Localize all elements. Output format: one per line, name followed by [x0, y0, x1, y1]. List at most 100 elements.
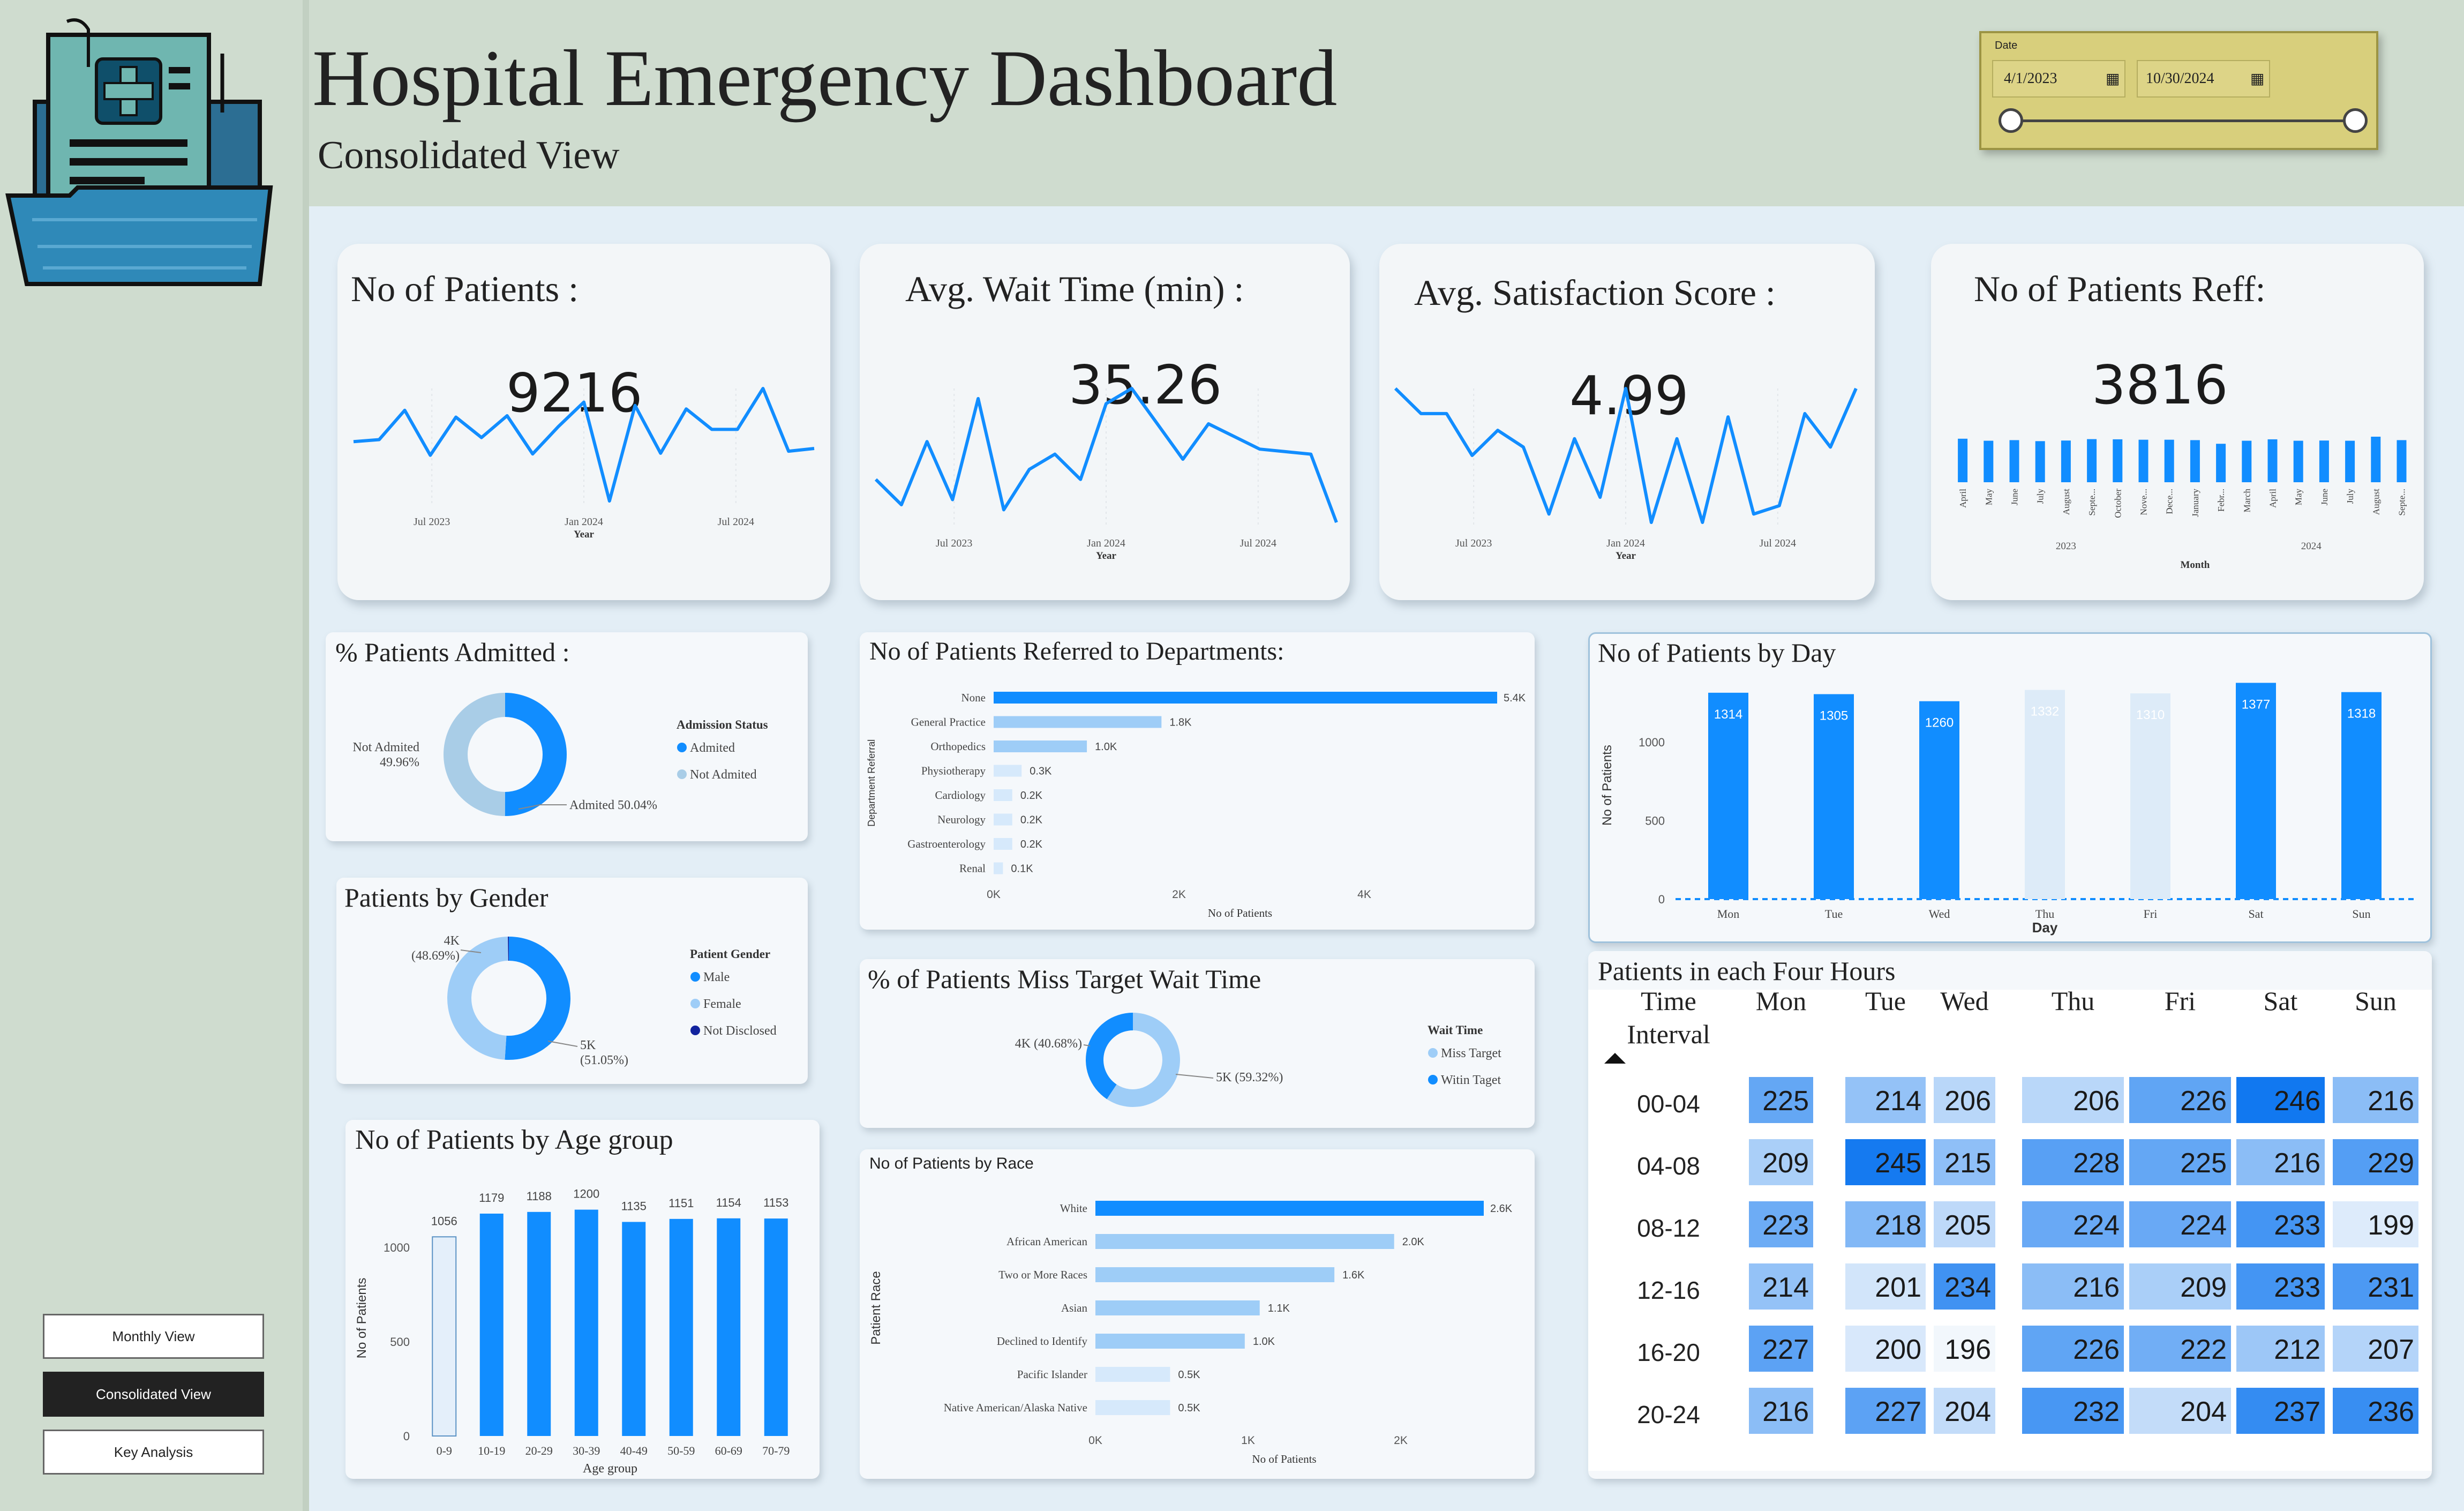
slider-end-handle[interactable] [2343, 108, 2368, 133]
bar [2035, 441, 2045, 482]
cell-value: 216 [2073, 1272, 2120, 1303]
cell-value: 245 [1875, 1148, 1921, 1179]
panel-title: % Patients Admitted : [335, 637, 570, 667]
cell-value: 212 [2274, 1334, 2320, 1365]
gender-panel: Patients by Gender 5K (51.05%) 4K (48.69%) P… [336, 878, 808, 1084]
bar [1095, 1201, 1484, 1216]
bar [2397, 440, 2407, 482]
column-header: Thu [2052, 986, 2095, 1016]
heatmap-cell [1749, 1326, 1813, 1372]
cell-value: 204 [1944, 1396, 1991, 1427]
bar [2130, 693, 2170, 899]
cell-value: 214 [1762, 1272, 1809, 1303]
x-tick-label: May [1984, 489, 1994, 506]
cell-value: 226 [2180, 1086, 2227, 1117]
bar [2009, 440, 2019, 482]
heatmap-cell [1934, 1263, 1995, 1310]
consolidated-view-button[interactable]: Consolidated View [43, 1372, 264, 1417]
data-label: 1179 [479, 1191, 504, 1205]
monthly-view-button[interactable]: Monthly View [43, 1314, 264, 1359]
kpi-card-referred: No of Patients Reff: 3816 April May June Ju… [1931, 244, 2424, 600]
x-tick-label: June [2010, 489, 2020, 505]
y-tick-label: 500 [1645, 814, 1665, 827]
cell-value: 200 [1875, 1334, 1921, 1365]
x-tick-label: Sat [2248, 907, 2263, 921]
bar [1708, 692, 1748, 899]
data-label: 1305 [1820, 709, 1848, 723]
cell-value: 196 [1944, 1334, 1991, 1365]
end-date-input[interactable]: 10/30/2024 ▦ [2137, 60, 2270, 98]
bar [432, 1236, 457, 1437]
cell-value: 204 [2180, 1396, 2227, 1427]
legend-label: Witin Taget [1441, 1073, 1501, 1087]
x-tick-label: July [2035, 489, 2046, 504]
y-tick-label: 500 [390, 1335, 410, 1349]
cell-value: 225 [2180, 1148, 2227, 1179]
data-label: 2.6K [1490, 1203, 1513, 1215]
data-label: 2.0K [1402, 1236, 1425, 1248]
cell-value: 224 [2180, 1210, 2227, 1241]
x-axis-title: Year [1616, 550, 1636, 562]
cell-value: 214 [1875, 1086, 1921, 1117]
x-axis-title: Year [1096, 550, 1117, 562]
cell-value: 216 [2274, 1148, 2320, 1179]
column-header: Sun [2355, 986, 2397, 1016]
bar [994, 789, 1012, 801]
pie-slice [447, 937, 508, 1060]
cell-value: 227 [1762, 1334, 1809, 1365]
x-tick-label: Fri [2144, 907, 2158, 921]
bar [994, 838, 1012, 850]
y-tick-label: Gastroenterology [907, 837, 986, 850]
y-axis-title: No of Patients [355, 1278, 369, 1359]
calendar-icon[interactable]: ▦ [2106, 71, 2120, 87]
calendar-icon[interactable]: ▦ [2250, 71, 2265, 87]
departments-panel: No of Patients Referred to Departments: … [860, 632, 1535, 930]
cell-value: 199 [2368, 1210, 2414, 1241]
heatmap-cell [2236, 1326, 2325, 1372]
end-date-value: 10/30/2024 [2146, 70, 2214, 87]
date-label: Date [1995, 40, 2018, 51]
date-range-slicer: Date 4/1/2023 ▦ 10/30/2024 ▦ [1979, 31, 2378, 150]
cell-value: 218 [1875, 1210, 1921, 1241]
bar [2138, 439, 2149, 482]
x-tick-label: 2K [1394, 1434, 1408, 1447]
y-tick-label: Native American/Alaska Native [944, 1401, 1087, 1414]
cell-value: 229 [2368, 1148, 2414, 1179]
departments-bar-chart: None 5.4K General Practice 1.8K Orthopedics 1… [866, 691, 1526, 919]
key-analysis-button[interactable]: Key Analysis [43, 1430, 264, 1475]
bar [994, 716, 1162, 728]
heatmap-cell [1749, 1263, 1813, 1310]
legend-title: Patient Gender [690, 947, 770, 961]
start-date-input[interactable]: 4/1/2023 ▦ [1992, 60, 2125, 98]
panel-title: % of Patients Miss Target Wait Time [868, 964, 1261, 994]
x-axis-title: Month [2180, 559, 2210, 571]
x-tick-label: Wed [1929, 907, 1950, 921]
leader-line [460, 949, 482, 953]
wait-time-trend-chart: Jul 2023 Jan 2024 Jul 2024 Year [874, 387, 1338, 562]
cell-value: 233 [2274, 1272, 2320, 1303]
data-label: 1314 [1714, 707, 1742, 722]
x-tick-label: May [2294, 489, 2304, 506]
day-bar-chart: 0 500 1000 1314 Mon 1305 Tue 1260 Wed 1332 Thu 1310… [1600, 683, 2414, 936]
slider-start-handle[interactable] [1999, 108, 2023, 133]
x-tick-label: March [2242, 489, 2252, 513]
leader-line [518, 804, 567, 810]
x-tick-label: July [2345, 489, 2355, 504]
heatmap-cell [2333, 1388, 2418, 1434]
x-tick-label: Jul 2023 [414, 516, 450, 528]
cell-value: 236 [2368, 1396, 2414, 1427]
panel-title: Patients in each Four Hours [1598, 956, 1896, 986]
heatmap-cell [1845, 1077, 1926, 1123]
bar [1814, 694, 1854, 899]
date-slider-track[interactable] [2011, 119, 2356, 122]
panel-title: No of Patients by Day [1598, 638, 1836, 668]
bar [2087, 439, 2097, 482]
bar [1095, 1234, 1394, 1249]
x-axis-title: Day [2032, 919, 2058, 936]
x-tick-label: 10-19 [478, 1444, 505, 1457]
heatmap-cell [2236, 1077, 2325, 1123]
bar [994, 692, 1497, 704]
kpi-value: 3816 [2092, 354, 2228, 416]
heatmap-cell [1749, 1201, 1813, 1247]
x-tick-label: Sun [2352, 907, 2370, 921]
